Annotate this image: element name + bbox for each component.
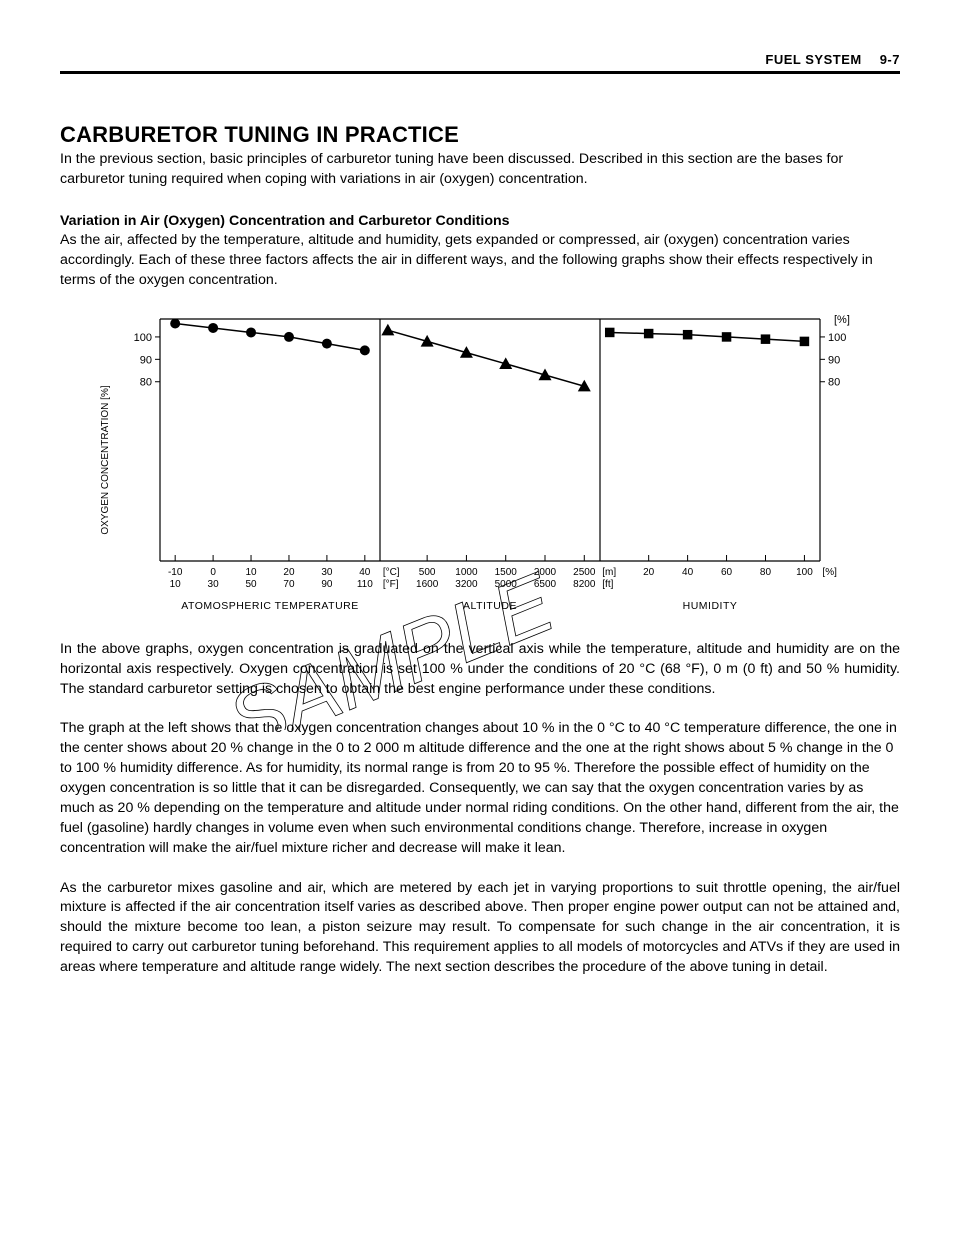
svg-text:-10: -10 xyxy=(168,567,183,578)
svg-text:20: 20 xyxy=(283,567,295,578)
header-section: FUEL SYSTEM xyxy=(765,52,861,67)
svg-text:[°C]: [°C] xyxy=(383,567,400,578)
svg-text:40: 40 xyxy=(682,567,694,578)
svg-text:10: 10 xyxy=(245,567,257,578)
svg-text:500: 500 xyxy=(419,567,436,578)
paragraph-1: As the air, affected by the temperature,… xyxy=(60,231,900,291)
svg-text:80: 80 xyxy=(828,377,840,389)
paragraph-4: As the carburetor mixes gasoline and air… xyxy=(60,879,900,978)
svg-text:50: 50 xyxy=(245,579,257,590)
svg-text:1600: 1600 xyxy=(416,579,439,590)
svg-text:5000: 5000 xyxy=(495,579,518,590)
svg-text:2500: 2500 xyxy=(573,567,596,578)
svg-text:10: 10 xyxy=(170,579,182,590)
svg-text:[m]: [m] xyxy=(602,567,616,578)
svg-text:60: 60 xyxy=(721,567,733,578)
panel-label: ALTITUDE xyxy=(463,600,517,612)
svg-text:2000: 2000 xyxy=(534,567,557,578)
svg-text:1000: 1000 xyxy=(455,567,478,578)
svg-text:[%]: [%] xyxy=(834,314,850,326)
svg-text:30: 30 xyxy=(208,579,220,590)
svg-text:90: 90 xyxy=(140,354,152,366)
paragraph-2: In the above graphs, oxygen concentratio… xyxy=(60,640,900,700)
subheading: Variation in Air (Oxygen) Concentration … xyxy=(60,213,900,229)
svg-text:[°F]: [°F] xyxy=(383,579,399,590)
page-title: CARBURETOR TUNING IN PRACTICE xyxy=(60,122,900,148)
svg-text:1500: 1500 xyxy=(495,567,518,578)
intro-paragraph: In the previous section, basic principle… xyxy=(60,150,900,189)
svg-text:80: 80 xyxy=(140,377,152,389)
svg-text:100: 100 xyxy=(134,332,152,344)
paragraph-3: The graph at the left shows that the oxy… xyxy=(60,719,900,858)
svg-text:40: 40 xyxy=(359,567,371,578)
svg-text:110: 110 xyxy=(357,579,373,590)
svg-text:0: 0 xyxy=(210,567,216,578)
svg-text:6500: 6500 xyxy=(534,579,557,590)
svg-text:8200: 8200 xyxy=(573,579,596,590)
svg-text:[ft]: [ft] xyxy=(602,579,613,590)
oxygen-concentration-chart: OXYGEN CONCENTRATION [%]10090801009080[%… xyxy=(90,311,870,626)
y-axis-label: OXYGEN CONCENTRATION [%] xyxy=(100,385,111,534)
svg-text:3200: 3200 xyxy=(455,579,478,590)
chart-svg: OXYGEN CONCENTRATION [%]10090801009080[%… xyxy=(90,311,860,621)
header-rule xyxy=(60,71,900,74)
panel-label: HUMIDITY xyxy=(683,600,738,612)
svg-text:100: 100 xyxy=(796,567,813,578)
svg-text:90: 90 xyxy=(828,354,840,366)
svg-text:20: 20 xyxy=(643,567,655,578)
page-header: FUEL SYSTEM 9-7 xyxy=(60,52,900,67)
header-page: 9-7 xyxy=(880,52,900,67)
svg-text:90: 90 xyxy=(321,579,333,590)
svg-text:30: 30 xyxy=(321,567,333,578)
svg-text:70: 70 xyxy=(283,579,295,590)
svg-text:[%]: [%] xyxy=(822,567,837,578)
panel-label: ATOMOSPHERIC TEMPERATURE xyxy=(181,600,359,612)
svg-text:100: 100 xyxy=(828,332,846,344)
svg-text:80: 80 xyxy=(760,567,772,578)
